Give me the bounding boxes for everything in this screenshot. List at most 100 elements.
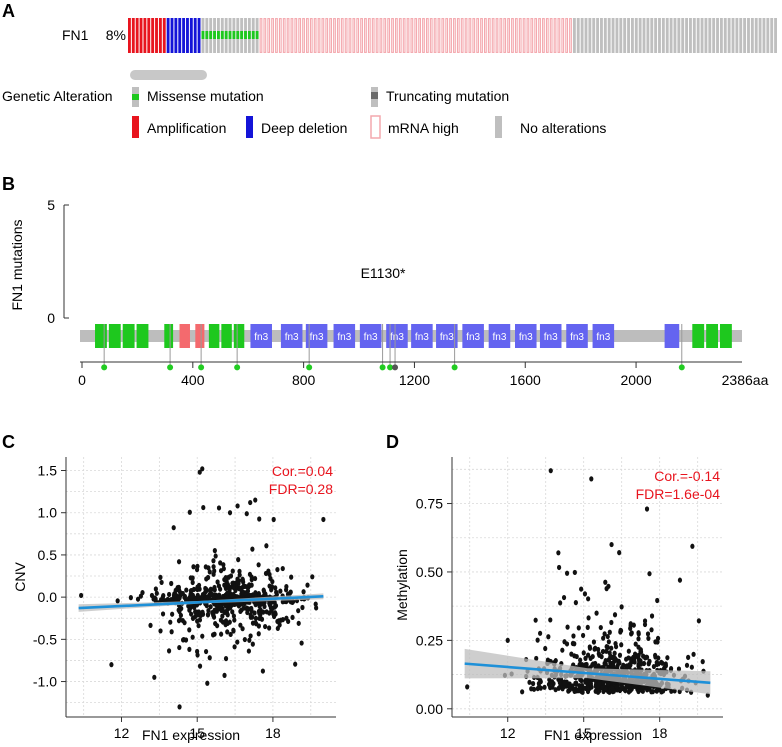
scatter-point [228,631,233,638]
scatter-point [572,569,577,576]
lollipop-y-tick-label-top: 5 [47,197,55,213]
oncoprint-cell-mrna-high [391,18,394,53]
scatter-point [700,659,705,665]
scatter-point [187,646,192,653]
scatter-point [610,663,616,669]
scatter-point [310,574,315,580]
oncoprint-cell-no-alteration [623,18,627,53]
scatter-point [268,575,273,582]
scatter-point [609,541,614,548]
scatter-point [561,594,567,601]
oncoprint-cell-mrna-high [468,18,472,53]
oncoprint-cell-mrna-high [375,18,379,53]
scatter-point [194,567,200,573]
oncoprint-cell-amplification [131,18,135,53]
protein-domain-fn1 [164,324,174,348]
scatter-point [636,630,641,636]
scatter-point [236,557,241,563]
scatter-point [272,610,278,616]
oncoprint-cell-no-alteration [747,18,750,53]
scatter-point [612,612,618,618]
scatter-point [542,684,547,690]
scatter-point [187,627,192,633]
oncoprint-cell-no-alteration [669,18,673,53]
scatter-point [597,680,602,687]
scatter-point [636,652,641,658]
scatter-point [159,579,164,586]
oncoprint-cell-no-alteration [739,18,743,53]
oncoprint-cell-amplification [158,18,162,53]
scatter-point [151,596,156,602]
scatter-point [248,633,253,639]
oncoprint-cell-mrna-high [290,18,294,53]
oncoprint-cell-mrna-high [309,18,313,53]
scatter-point [574,653,579,660]
oncoprint-cell-mrna-high [263,18,267,53]
scatter-point [230,568,235,574]
oncoprint-cell-no-alteration [592,18,596,53]
oncoprint-scrollbar[interactable] [130,70,207,80]
scatter-point [300,604,305,611]
protein-domain-fn3 [280,324,303,348]
scatter-point [187,606,192,612]
oncoprint-cell-no-alteration [580,18,584,53]
oncoprint-cell-mrna-high [367,18,371,53]
scatter-point [220,613,225,619]
scatter-point [583,655,588,661]
oncoprint-cell-no-alteration [584,18,588,53]
scatter-point [153,586,158,592]
scatter-point [263,623,268,630]
oncoprint-cell-mrna-high [437,18,441,53]
protein-domain-fn2 [195,324,205,348]
oncoprint-cell-amplification [162,18,166,53]
scatter-point [208,586,213,592]
oncoprint-cell-no-alteration [634,18,638,53]
scatter-point [160,611,166,617]
oncoprint-cell-no-alteration [754,18,758,53]
scatter-point [232,617,237,623]
oncoprint-cell-amplification [143,18,147,53]
protein-domain-label: fn3 [337,332,351,343]
scatter-point [591,639,597,645]
lollipop-x-tick-label: 800 [292,372,316,388]
scatter-point [587,645,593,651]
lollipop-y-tick-label-bottom: 0 [47,310,55,326]
scatter-point [644,506,650,512]
oncoprint-cell-no-alteration [665,18,669,53]
scatter-point [605,633,610,640]
scatter-point [200,633,205,639]
x-tick-label: 12 [500,725,516,741]
scatter-point [264,543,269,549]
oncoprint-cell-deep-deletion [189,18,193,53]
protein-domain-label: fn3 [519,332,533,343]
oncoprint-cell-no-alteration [704,18,708,53]
oncoprint-cell-no-alteration [770,18,774,53]
oncoprint-cell-mrna-high [340,18,344,53]
scatter-point [535,637,540,643]
scatter-point [218,586,223,592]
scatter-point [283,587,289,593]
scatter-point [660,660,665,666]
x-tick-label: 12 [114,725,130,741]
scatter-point [275,566,280,573]
scatter-point [584,661,589,668]
scatter-point [597,652,602,658]
scatter-point [677,577,683,583]
scatter-point [653,654,658,660]
scatter-point [557,680,562,686]
scatter-point [689,664,694,670]
oncoprint-cell-mrna-high [433,18,437,53]
scatter-point [166,648,172,654]
scatter-point [205,574,211,581]
oncoprint-cell-no-alteration [692,18,696,53]
oncoprint-cell-deep-deletion [186,18,189,53]
scatter-point [629,685,634,691]
scatter-point [252,610,257,616]
scatter-point [211,610,216,616]
oncoprint-cell-deep-deletion [178,18,182,53]
cnv-y-axis-label: CNV [12,562,28,592]
scatter-point [189,587,194,594]
scatter-point [610,685,615,691]
scatter-point [654,688,659,694]
oncoprint-cell-no-alteration [607,18,611,53]
